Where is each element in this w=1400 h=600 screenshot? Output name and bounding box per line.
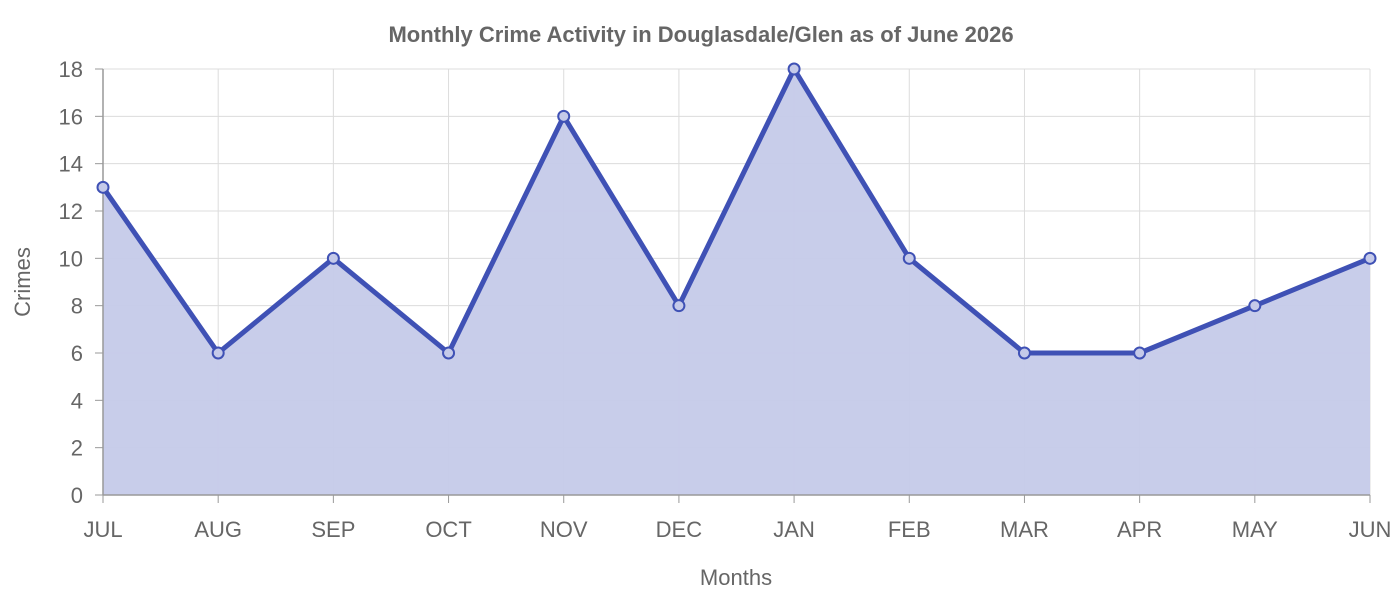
x-tick-label: OCT: [425, 517, 471, 542]
y-tick-label: 2: [71, 436, 83, 461]
y-tick-label: 16: [59, 104, 83, 129]
y-tick-label: 14: [59, 152, 83, 177]
x-tick-label: JAN: [773, 517, 815, 542]
series-area-fill: [103, 69, 1370, 495]
data-point: [557, 109, 571, 123]
data-point: [1133, 346, 1147, 360]
x-tick-label: DEC: [656, 517, 703, 542]
data-point: [326, 251, 340, 265]
data-point: [787, 62, 801, 76]
chart-title: Monthly Crime Activity in Douglasdale/Gl…: [388, 22, 1013, 47]
x-tick-label: SEP: [311, 517, 355, 542]
y-tick-label: 0: [71, 483, 83, 508]
x-axis-label: Months: [700, 565, 772, 590]
y-tick-label: 8: [71, 294, 83, 319]
line-layer: [100, 66, 1373, 356]
data-point: [902, 251, 916, 265]
x-tick-label: JUN: [1349, 517, 1392, 542]
data-point: [96, 180, 110, 194]
y-tick-label: 4: [71, 388, 83, 413]
y-tick-label: 6: [71, 341, 83, 366]
y-tick-label: 18: [59, 57, 83, 82]
x-tick-label: MAY: [1232, 517, 1278, 542]
data-point: [1017, 346, 1031, 360]
data-point: [672, 299, 686, 313]
x-tick-label: MAR: [1000, 517, 1049, 542]
point-layer: [96, 62, 1377, 360]
x-tick-label: AUG: [194, 517, 242, 542]
data-point: [1363, 251, 1377, 265]
axis-layer: [102, 69, 1370, 496]
y-tick-label: 10: [59, 246, 83, 271]
series-line: [100, 66, 1373, 356]
x-tick-label: JUL: [83, 517, 122, 542]
y-axis-label: Crimes: [10, 247, 35, 317]
y-tick-label: 12: [59, 199, 83, 224]
x-tick-label: NOV: [540, 517, 588, 542]
area-layer: [103, 69, 1370, 495]
x-tick-label: APR: [1117, 517, 1162, 542]
data-point: [442, 346, 456, 360]
data-point: [1248, 299, 1262, 313]
tick-layer: 0 2 4 6 8 10 12 14 16 18 JUL AUG SEP OCT NOV DEC JAN FEB M…: [59, 57, 1392, 542]
x-tick-label: FEB: [888, 517, 931, 542]
data-point: [211, 346, 225, 360]
